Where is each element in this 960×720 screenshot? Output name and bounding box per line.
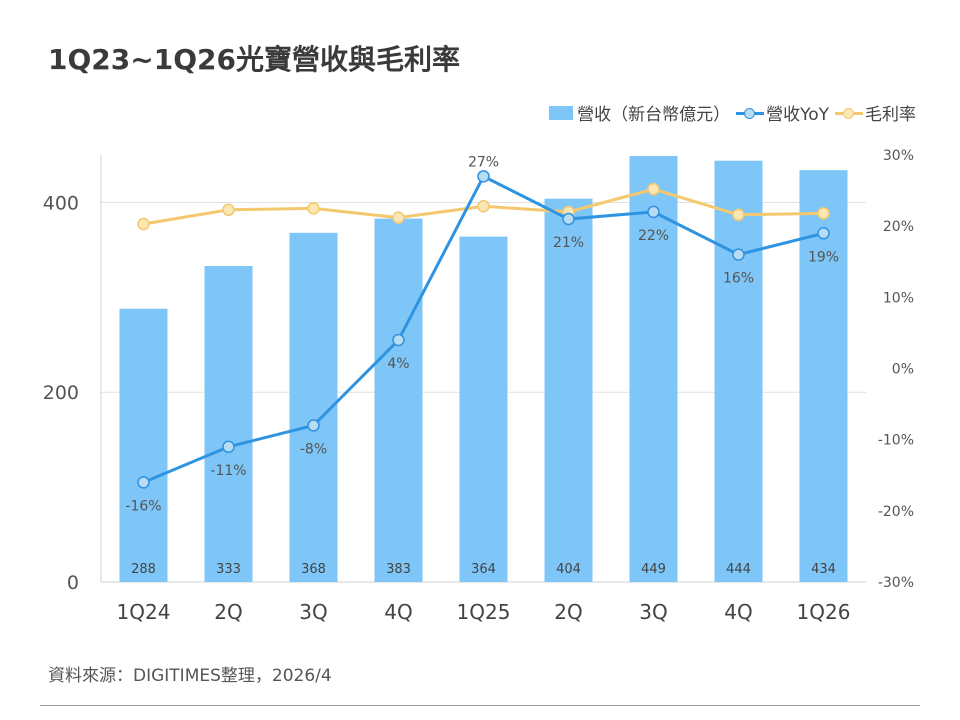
x-tick-label: 1Q26 <box>797 600 851 624</box>
x-tick-label: 4Q <box>384 600 412 624</box>
legend-item-margin: 毛利率 <box>835 100 916 125</box>
revenue-bar <box>119 308 168 582</box>
revenue-data-label: 444 <box>726 562 751 577</box>
yoy-point <box>307 419 320 432</box>
revenue-data-label: 449 <box>641 562 666 577</box>
left-tick-label: 0 <box>67 572 79 594</box>
revenue-data-label: 368 <box>301 562 326 577</box>
yoy-data-label: 21% <box>553 235 584 251</box>
chart-title: 1Q23~1Q26光寶營收與毛利率 <box>48 43 460 76</box>
margin-point <box>817 207 830 220</box>
revenue-data-label: 288 <box>131 562 156 577</box>
revenue-data-label: 434 <box>811 562 836 577</box>
revenue-bar <box>204 266 253 582</box>
yoy-data-label: -11% <box>210 463 246 479</box>
yoy-point <box>817 227 830 240</box>
margin-point <box>307 202 320 215</box>
yoy-point <box>732 248 745 261</box>
right-tick-label: -30% <box>878 575 914 591</box>
legend-swatch-margin <box>835 106 863 120</box>
margin-point <box>647 182 660 196</box>
margin-point <box>732 208 745 222</box>
revenue-data-label: 364 <box>471 562 496 577</box>
yoy-point <box>477 170 490 183</box>
legend-label-margin: 毛利率 <box>865 105 916 125</box>
yoy-data-label: 22% <box>638 228 669 244</box>
left-tick-label: 200 <box>43 382 79 404</box>
margin-point <box>477 199 490 213</box>
revenue-bar <box>714 160 763 582</box>
yoy-point <box>222 440 235 454</box>
legend-swatch-yoy <box>736 106 765 120</box>
margin-point <box>392 211 405 224</box>
legend-item-yoy: 營收YoY <box>736 100 829 125</box>
legend-swatch-revenue <box>549 105 574 120</box>
revenue-data-label: 333 <box>216 562 241 577</box>
right-tick-label: 10% <box>883 290 914 306</box>
right-tick-label: -20% <box>878 504 914 520</box>
yoy-point <box>137 476 150 489</box>
revenue-bar <box>544 198 593 582</box>
right-tick-label: 20% <box>883 219 914 235</box>
x-tick-label: 2Q <box>554 600 582 624</box>
yoy-data-label: 19% <box>808 249 839 265</box>
legend-label-yoy: 營收YoY <box>766 105 829 125</box>
legend-item-revenue: 營收（新台幣億元） <box>549 100 730 125</box>
margin-point <box>137 217 150 231</box>
revenue-data-label: 404 <box>556 562 581 577</box>
yoy-point <box>392 333 405 347</box>
footer-divider <box>40 705 920 706</box>
revenue-bar <box>374 218 423 582</box>
revenue-bar <box>459 236 508 583</box>
right-tick-label: -10% <box>878 433 914 449</box>
x-tick-label: 3Q <box>299 600 327 624</box>
chart-legend: 營收（新台幣億元） 營收YoY 毛利率 <box>543 100 916 125</box>
x-tick-label: 2Q <box>214 600 242 624</box>
yoy-point <box>647 205 660 219</box>
left-tick-label: 400 <box>43 192 79 214</box>
revenue-bar <box>629 155 678 582</box>
x-tick-label: 4Q <box>724 600 752 624</box>
margin-point <box>222 203 235 217</box>
yoy-point <box>562 212 575 226</box>
source-note: 資料來源：DIGITIMES整理，2026/4 <box>48 666 332 686</box>
yoy-data-label: 16% <box>723 271 754 287</box>
yoy-data-label: -16% <box>125 498 161 514</box>
revenue-data-label: 383 <box>386 562 411 577</box>
yoy-data-label: 4% <box>387 356 409 372</box>
yoy-data-label: 27% <box>468 154 499 170</box>
right-tick-label: 30% <box>883 148 914 164</box>
x-tick-label: 3Q <box>639 600 667 624</box>
right-tick-label: 0% <box>892 362 914 378</box>
x-tick-label: 1Q25 <box>457 600 511 624</box>
legend-label-revenue: 營收（新台幣億元） <box>577 105 731 125</box>
yoy-data-label: -8% <box>300 441 327 457</box>
x-tick-label: 1Q24 <box>117 600 171 624</box>
